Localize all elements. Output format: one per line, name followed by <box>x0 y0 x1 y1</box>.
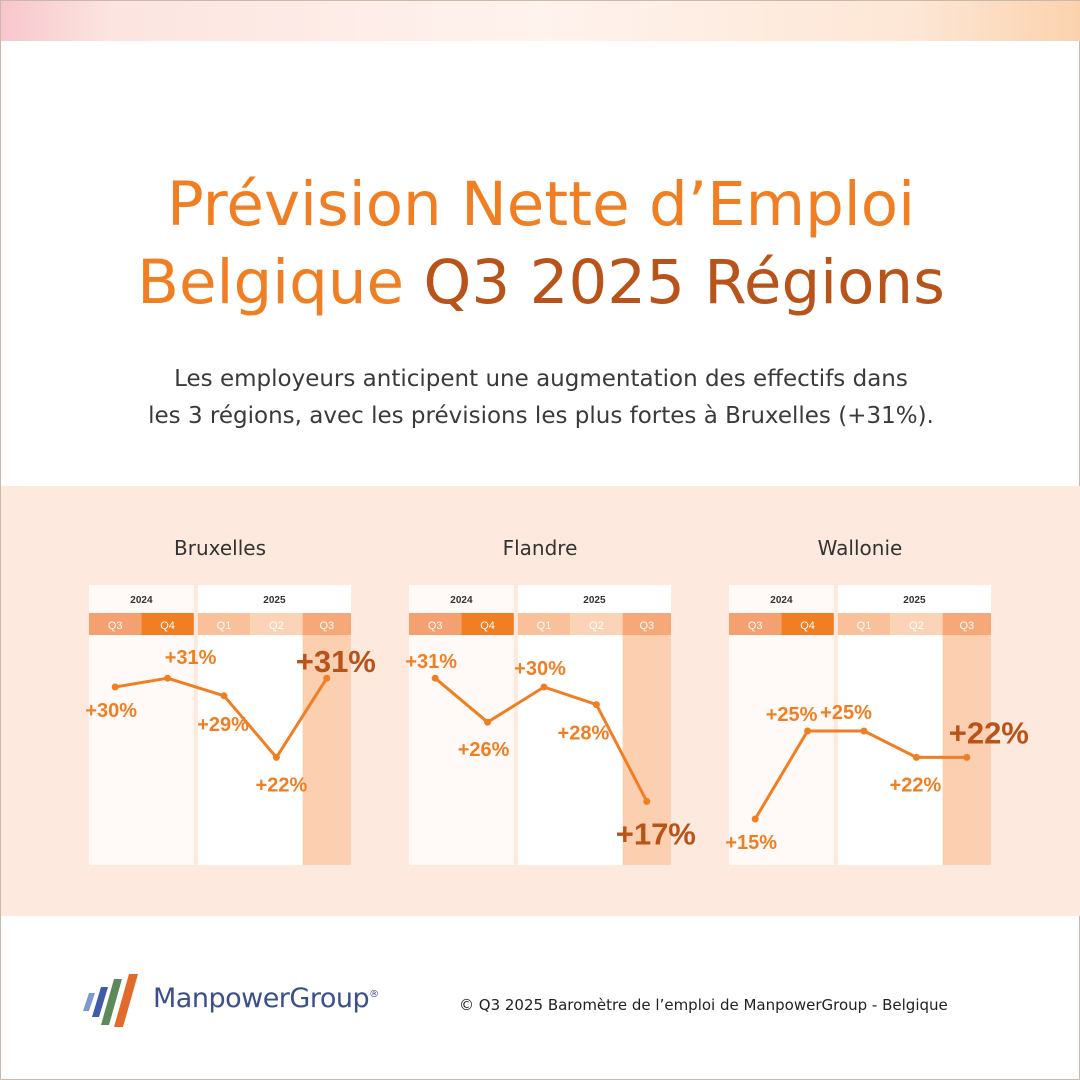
data-point <box>804 727 812 735</box>
quarter-cell-4 <box>302 613 351 635</box>
quarter-cell-1 <box>781 613 834 635</box>
data-point <box>912 753 920 761</box>
quarter-label: Q1 <box>857 620 872 632</box>
logo-mark-icon <box>83 974 138 1027</box>
chart-flandre: 2024 2025 Q3 Q4 Q1 Q2 Q3 +31% +26% +30% +28% +17% <box>405 585 696 865</box>
data-label: +26% <box>458 739 510 761</box>
current-quarter-highlight <box>942 629 991 865</box>
region-title-flandre: Flandre <box>502 536 578 560</box>
quarter-cell-2 <box>197 613 251 635</box>
chart-bruxelles: 2024 2025 Q3 Q4 Q1 Q2 Q3 +30% +31% +29% +22% +31% <box>85 585 376 865</box>
quarter-label: Q2 <box>269 620 284 632</box>
top-gradient-band <box>1 1 1080 41</box>
quarter-label: Q4 <box>160 620 175 632</box>
current-quarter-highlight <box>302 629 351 865</box>
data-label: +30% <box>514 658 566 680</box>
year-label-2024: 2024 <box>770 595 793 606</box>
quarter-label: Q3 <box>959 620 974 632</box>
copyright-note: © Q3 2025 Baromètre de l’emploi de Manpo… <box>459 996 948 1014</box>
quarter-cell-2 <box>517 613 571 635</box>
quarter-cell-0 <box>89 613 142 635</box>
data-point <box>751 815 759 823</box>
data-point <box>431 674 439 682</box>
region-title-wallonie: Wallonie <box>817 536 903 560</box>
title-country: Belgique <box>137 247 424 318</box>
logo-text: ManpowerGroup® <box>153 983 379 1014</box>
year-label-2025: 2025 <box>903 595 926 606</box>
logo-registered: ® <box>369 989 379 1000</box>
data-label: +22% <box>256 774 308 796</box>
data-point <box>592 701 600 709</box>
data-label: +28% <box>558 723 610 745</box>
quarter-label: Q4 <box>480 620 495 632</box>
current-quarter-highlight <box>622 629 671 865</box>
data-label: +30% <box>85 700 137 722</box>
quarter-cell-2 <box>837 613 891 635</box>
quarter-label: Q4 <box>800 620 815 632</box>
quarter-label: Q3 <box>108 620 123 632</box>
quarter-cell-1 <box>461 613 514 635</box>
chart-wallonie: 2024 2025 Q3 Q4 Q1 Q2 Q3 +15% +25% +25% +22% +22% <box>725 585 1029 865</box>
data-label: +25% <box>766 704 818 726</box>
data-point <box>323 674 331 682</box>
region-title-bruxelles: Bruxelles <box>174 536 266 560</box>
year-label-2024: 2024 <box>130 595 153 606</box>
page-title: Prévision Nette d’Emploi Belgique Q3 202… <box>1 166 1080 322</box>
quarter-cell-4 <box>622 613 671 635</box>
data-label: +15% <box>725 832 777 854</box>
manpowergroup-logo: ManpowerGroup® <box>81 971 401 1031</box>
data-label-current: +17% <box>616 816 696 851</box>
quarter-cell-3 <box>250 613 303 635</box>
data-point <box>540 683 548 691</box>
quarter-label: Q1 <box>537 620 552 632</box>
data-label: +29% <box>197 714 249 736</box>
quarter-cell-3 <box>890 613 943 635</box>
year-label-2024: 2024 <box>450 595 473 606</box>
quarter-label: Q3 <box>428 620 443 632</box>
year-label-2025: 2025 <box>263 595 286 606</box>
subtitle-line-1: Les employeurs anticipent une augmentati… <box>174 366 908 392</box>
quarter-cell-0 <box>409 613 462 635</box>
quarter-cell-3 <box>570 613 623 635</box>
data-label-current: +22% <box>949 715 1029 750</box>
quarter-cell-1 <box>141 613 194 635</box>
quarter-label: Q2 <box>589 620 604 632</box>
quarter-cell-0 <box>729 613 782 635</box>
quarter-label: Q3 <box>748 620 763 632</box>
data-point <box>643 797 651 805</box>
quarter-cell-4 <box>942 613 991 635</box>
data-label: +25% <box>820 702 872 724</box>
data-label: +31% <box>405 651 457 673</box>
quarter-label: Q3 <box>319 620 334 632</box>
data-point <box>220 692 228 700</box>
quarter-label: Q2 <box>909 620 924 632</box>
data-point <box>860 727 868 735</box>
data-label-current: +31% <box>296 644 376 679</box>
quarter-label: Q3 <box>639 620 654 632</box>
data-point <box>164 674 172 682</box>
data-point <box>484 718 492 726</box>
year-label-2025: 2025 <box>583 595 606 606</box>
quarter-label: Q1 <box>217 620 232 632</box>
data-point <box>963 753 971 761</box>
data-point <box>111 683 119 691</box>
data-label: +22% <box>890 774 942 796</box>
title-period: Q3 2025 Régions <box>423 247 945 318</box>
data-label: +31% <box>165 647 217 669</box>
title-line-2: Belgique Q3 2025 Régions <box>1 244 1080 322</box>
subtitle: Les employeurs anticipent une augmentati… <box>1 361 1080 435</box>
subtitle-line-2: les 3 régions, avec les prévisions les p… <box>148 403 934 429</box>
logo-wordmark: ManpowerGroup <box>153 983 370 1014</box>
data-point <box>272 753 280 761</box>
title-line-1: Prévision Nette d’Emploi <box>166 169 916 240</box>
